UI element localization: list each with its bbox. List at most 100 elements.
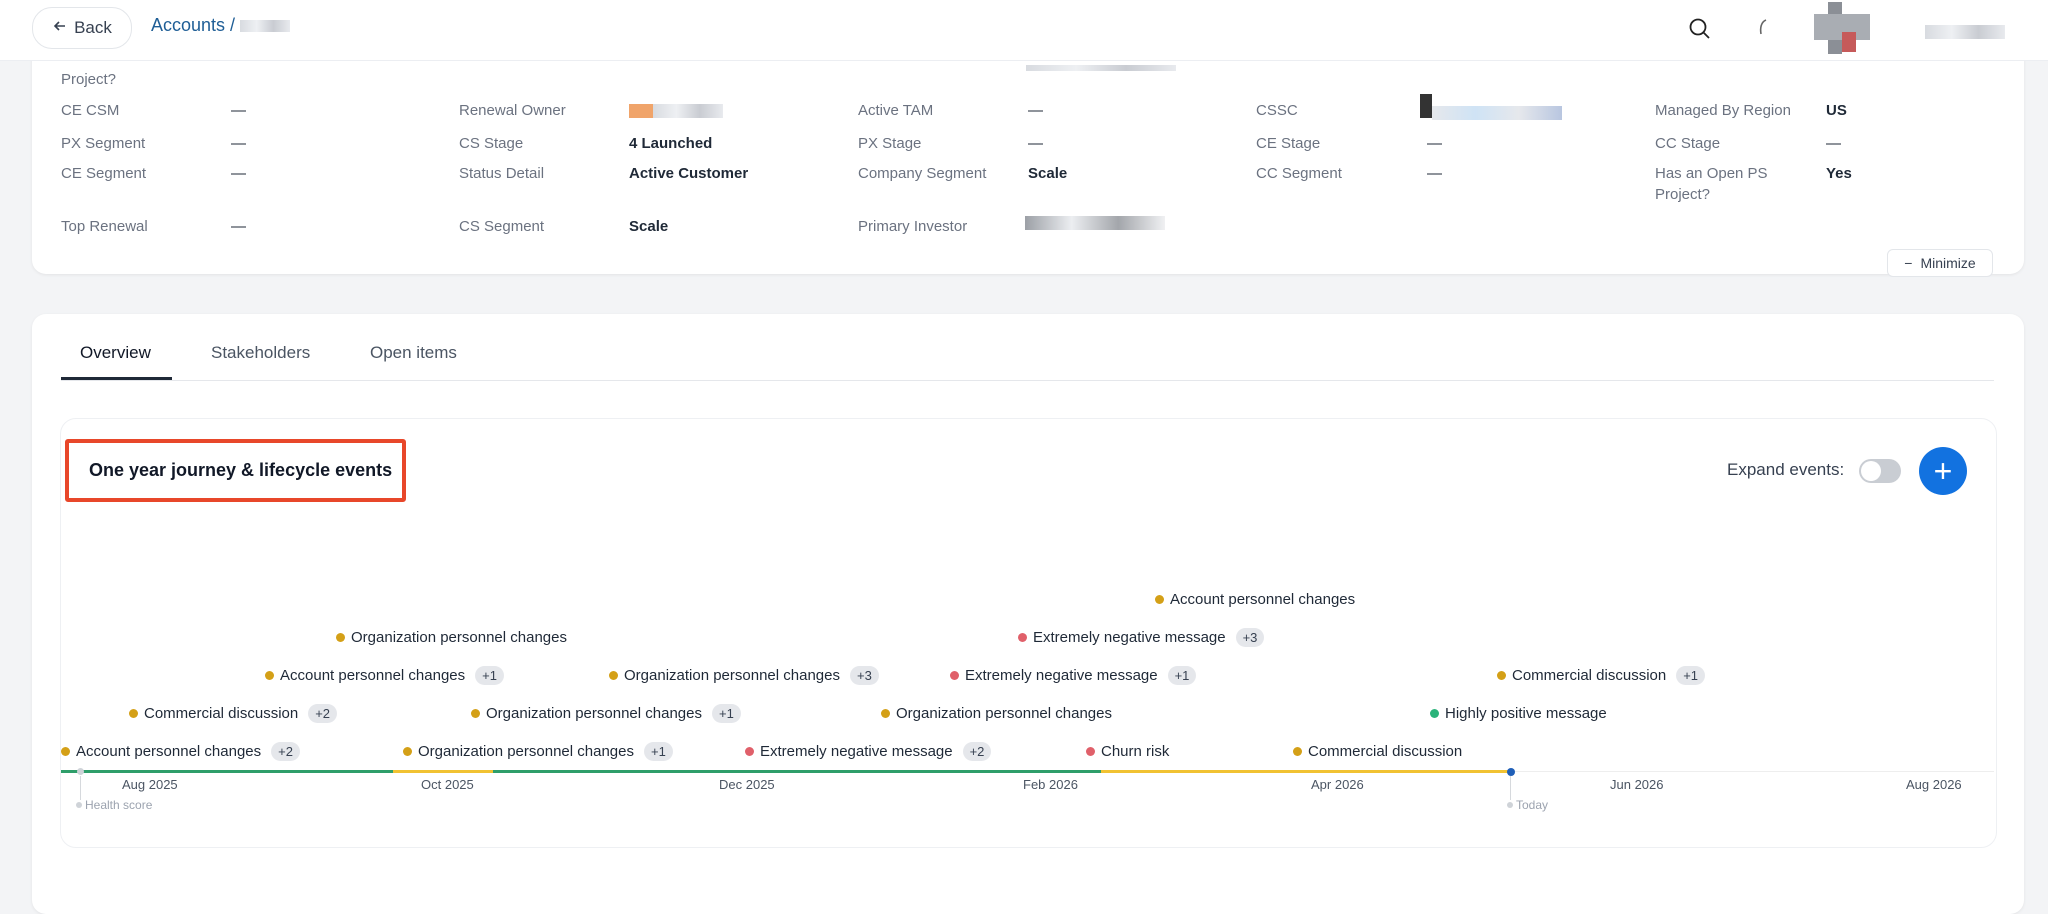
- month-label: Feb 2026: [1023, 777, 1078, 792]
- event-count-badge[interactable]: +3: [849, 665, 879, 685]
- timeline-event[interactable]: Organization personnel changes +1: [471, 702, 741, 724]
- start-tick: [80, 776, 81, 800]
- detail-value: 4 Launched: [629, 135, 713, 152]
- top-header: Back Accounts /: [0, 0, 2048, 60]
- timeline-event[interactable]: Commercial discussion +1: [1497, 664, 1706, 686]
- primary-investor-redacted: [1025, 216, 1165, 235]
- breadcrumb: Accounts /: [151, 15, 291, 36]
- timeline-event[interactable]: Extremely negative message +3: [1018, 626, 1265, 648]
- user-name-redacted[interactable]: [1925, 25, 2005, 44]
- minimize-button[interactable]: − Minimize: [1887, 249, 1993, 277]
- tabs-divider: [61, 380, 1994, 381]
- month-label: Dec 2025: [719, 777, 775, 792]
- detail-value: —: [1427, 165, 1442, 182]
- health-line-segment: [61, 770, 393, 773]
- event-dot: [609, 670, 618, 680]
- breadcrumb-account-name-redacted: [240, 20, 291, 33]
- bell-icon[interactable]: [1756, 16, 1770, 45]
- event-label: Account personnel changes: [1170, 590, 1356, 608]
- detail-value: —: [1028, 102, 1043, 119]
- timeline-event[interactable]: Commercial discussion +2: [129, 702, 338, 724]
- detail-label-open-project-line2: Project?: [61, 71, 117, 88]
- timeline-event[interactable]: Organization personnel changes +1: [403, 740, 673, 762]
- month-label: Apr 2026: [1311, 777, 1364, 792]
- event-label: Commercial discussion: [144, 704, 299, 722]
- start-marker: [77, 768, 84, 775]
- arrow-left-icon: [52, 18, 68, 39]
- timeline-event[interactable]: Organization personnel changes: [336, 626, 567, 648]
- timeline-event[interactable]: Extremely negative message +1: [950, 664, 1197, 686]
- event-label: Organization personnel changes: [624, 666, 840, 684]
- event-dot: [129, 708, 138, 718]
- event-count-badge[interactable]: +3: [1235, 627, 1265, 647]
- add-event-button[interactable]: +: [1919, 447, 1967, 495]
- detail-label: Renewal Owner: [459, 102, 566, 119]
- back-button[interactable]: Back: [32, 7, 132, 49]
- detail-label: Managed By Region: [1655, 102, 1791, 119]
- month-label: Aug 2026: [1906, 777, 1962, 792]
- event-count-badge[interactable]: +1: [1676, 665, 1706, 685]
- event-label: Commercial discussion: [1308, 742, 1463, 760]
- tab-open-items[interactable]: Open items: [370, 343, 457, 362]
- detail-label: PX Segment: [61, 135, 146, 152]
- timeline-event[interactable]: Organization personnel changes: [881, 702, 1112, 724]
- search-icon[interactable]: [1688, 17, 1712, 46]
- event-dot: [1155, 594, 1164, 604]
- health-score-label: Health score: [76, 798, 152, 812]
- detail-label: CS Stage: [459, 135, 524, 152]
- health-line-segment: [493, 770, 1101, 773]
- detail-label: Active TAM: [858, 102, 934, 119]
- timeline-event[interactable]: Highly positive message: [1430, 702, 1607, 724]
- timeline-event[interactable]: Extremely negative message +2: [745, 740, 992, 762]
- back-label: Back: [74, 18, 112, 37]
- event-label: Extremely negative message: [760, 742, 953, 760]
- renewal-owner-redacted: [629, 104, 723, 123]
- today-label: Today: [1507, 798, 1548, 812]
- event-count-badge[interactable]: +2: [271, 741, 300, 761]
- timeline-event[interactable]: Account personnel changes +2: [61, 740, 300, 762]
- event-count-badge[interactable]: +2: [962, 741, 992, 761]
- toggle-knob: [1861, 461, 1881, 481]
- event-count-badge[interactable]: +1: [711, 703, 741, 723]
- detail-value: Yes: [1826, 165, 1852, 182]
- detail-value: Active Customer: [629, 165, 749, 182]
- event-dot: [1497, 670, 1506, 680]
- timeline-event[interactable]: Account personnel changes: [1155, 588, 1355, 610]
- tab-overview[interactable]: Overview: [80, 343, 151, 362]
- event-count-badge[interactable]: +1: [1167, 665, 1197, 685]
- timeline-event[interactable]: Organization personnel changes +3: [609, 664, 879, 686]
- event-dot: [881, 708, 890, 718]
- detail-label: CE CSM: [61, 102, 120, 119]
- event-label: Organization personnel changes: [418, 742, 634, 760]
- avatar[interactable]: [1814, 2, 1870, 54]
- event-label: Highly positive message: [1445, 704, 1607, 722]
- event-count-badge[interactable]: +2: [308, 703, 338, 723]
- timeline-event[interactable]: Account personnel changes +1: [265, 664, 504, 686]
- event-count-badge[interactable]: +1: [475, 665, 504, 685]
- detail-label: Status Detail: [459, 165, 545, 182]
- event-dot: [403, 746, 412, 756]
- event-dot: [950, 670, 959, 680]
- detail-label: PX Stage: [858, 135, 922, 152]
- event-dot: [745, 746, 754, 756]
- event-dot: [61, 746, 70, 756]
- event-label: Extremely negative message: [1033, 628, 1226, 646]
- expand-events-label: Expand events:: [1727, 460, 1845, 479]
- plus-icon: +: [1933, 452, 1953, 489]
- journey-title: One year journey & lifecycle events: [89, 460, 393, 480]
- event-count-badge[interactable]: +1: [643, 741, 673, 761]
- detail-value: Scale: [629, 218, 669, 235]
- timeline-event[interactable]: Commercial discussion: [1293, 740, 1462, 762]
- active-tab-indicator: [61, 377, 172, 380]
- event-dot: [1086, 746, 1095, 756]
- breadcrumb-accounts-link[interactable]: Accounts /: [151, 15, 236, 35]
- health-score-dot: [76, 802, 82, 808]
- detail-label: Has an Open PS: [1655, 165, 1768, 182]
- detail-value: —: [1028, 135, 1043, 152]
- timeline-event[interactable]: Churn risk: [1086, 740, 1169, 762]
- detail-label: Primary Investor: [858, 218, 968, 235]
- tab-stakeholders[interactable]: Stakeholders: [211, 343, 311, 362]
- month-label: Jun 2026: [1610, 777, 1664, 792]
- detail-label: CE Segment: [61, 165, 147, 182]
- event-label: Organization personnel changes: [351, 628, 567, 646]
